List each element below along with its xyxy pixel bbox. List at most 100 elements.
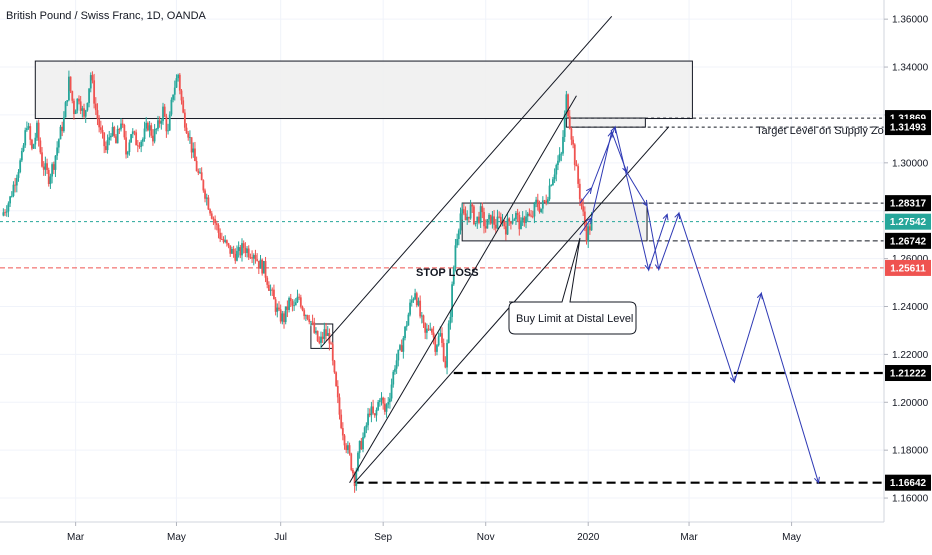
candle-body bbox=[559, 154, 561, 161]
candle-body bbox=[207, 197, 209, 209]
candle-body bbox=[439, 333, 441, 336]
time-axis[interactable]: Mar May Jul Sep Nov 2020 Mar May bbox=[0, 522, 884, 543]
candle-body bbox=[256, 259, 258, 261]
candle-body bbox=[192, 149, 194, 153]
candle-body bbox=[130, 134, 132, 142]
candle-body bbox=[244, 248, 246, 253]
candle-body bbox=[396, 360, 398, 368]
candle-body bbox=[204, 190, 206, 198]
candle-body bbox=[199, 172, 201, 173]
candle-body bbox=[517, 213, 519, 215]
candle-body bbox=[547, 199, 549, 203]
candle-body bbox=[214, 219, 216, 223]
candle-body bbox=[4, 212, 6, 213]
candle-body bbox=[493, 216, 495, 224]
candle-body bbox=[108, 137, 110, 140]
candle-body bbox=[577, 166, 579, 184]
candle-body bbox=[397, 350, 399, 361]
candle-body bbox=[537, 200, 539, 207]
candle-body bbox=[470, 204, 472, 218]
candle-body bbox=[369, 414, 371, 416]
candle-body bbox=[278, 308, 280, 310]
x-tick-label: Mar bbox=[680, 532, 698, 543]
candle-body bbox=[374, 413, 376, 415]
candle-body bbox=[68, 77, 70, 101]
candle-body bbox=[147, 123, 149, 131]
candle-body bbox=[135, 132, 137, 145]
candle-body bbox=[503, 220, 505, 226]
candle-body bbox=[172, 95, 174, 100]
candle-body bbox=[162, 107, 164, 121]
candle-body bbox=[310, 322, 312, 323]
candle-body bbox=[297, 297, 299, 302]
candle-body bbox=[512, 221, 514, 224]
candle-body bbox=[155, 129, 157, 130]
candle-body bbox=[350, 454, 352, 470]
candle-body bbox=[413, 299, 415, 300]
candle-body bbox=[404, 327, 406, 338]
x-tick-label: Sep bbox=[374, 532, 392, 543]
candle-body bbox=[567, 94, 569, 116]
candle-body bbox=[510, 222, 512, 224]
candle-body bbox=[266, 278, 268, 285]
x-tick-label: 2020 bbox=[577, 532, 600, 543]
target-label: Target Level on Supply Zone bbox=[756, 125, 896, 137]
candle-body bbox=[424, 323, 426, 333]
candle-body bbox=[483, 212, 485, 226]
candle-body bbox=[86, 103, 88, 110]
candle-body bbox=[386, 405, 388, 412]
y-tick-label: 1.16000 bbox=[892, 494, 929, 505]
candle-body bbox=[441, 333, 443, 343]
candle-body bbox=[38, 123, 40, 141]
candle-body bbox=[93, 80, 95, 103]
candle-body bbox=[251, 257, 253, 258]
candle-body bbox=[411, 300, 413, 302]
candle-body bbox=[539, 207, 541, 212]
candle-body bbox=[448, 323, 450, 343]
candle-body bbox=[460, 213, 462, 230]
horizontal-levels bbox=[0, 118, 884, 483]
candle-body bbox=[189, 137, 191, 138]
candle-body bbox=[475, 223, 477, 225]
candle-body bbox=[159, 120, 161, 123]
candle-body bbox=[518, 215, 520, 229]
candle-body bbox=[97, 110, 99, 119]
candle-body bbox=[300, 297, 302, 306]
candle-body bbox=[434, 337, 436, 351]
candle-body bbox=[194, 149, 196, 161]
candle-body bbox=[28, 126, 30, 128]
candle-body bbox=[103, 133, 105, 146]
candle-body bbox=[78, 99, 80, 102]
candle-body bbox=[228, 243, 230, 245]
candle-body bbox=[11, 196, 13, 197]
candle-body bbox=[13, 185, 15, 196]
candle-body bbox=[223, 239, 225, 242]
candle-body bbox=[423, 315, 425, 322]
candle-body bbox=[582, 206, 584, 211]
candle-body bbox=[313, 322, 315, 332]
candle-body bbox=[226, 240, 228, 243]
candle-body bbox=[177, 75, 179, 78]
candle-body bbox=[196, 161, 198, 171]
candle-body bbox=[285, 306, 287, 322]
candle-body bbox=[273, 290, 275, 300]
candle-body bbox=[523, 218, 525, 223]
candle-body bbox=[117, 129, 119, 143]
candle-body bbox=[115, 136, 117, 143]
candle-body bbox=[181, 91, 183, 101]
candle-body bbox=[142, 139, 144, 142]
candle-body bbox=[394, 369, 396, 372]
candle-body bbox=[98, 119, 100, 128]
candle-body bbox=[384, 404, 386, 412]
candle-body bbox=[171, 100, 173, 115]
candle-body bbox=[586, 225, 588, 241]
candle-body bbox=[418, 301, 420, 306]
y-tick-label: 1.22000 bbox=[892, 350, 929, 361]
candle-body bbox=[179, 75, 181, 91]
chart-title: British Pound / Swiss Franc, 1D, OANDA bbox=[6, 10, 207, 22]
candle-body bbox=[167, 130, 169, 131]
candle-body bbox=[92, 75, 94, 80]
candle-body bbox=[260, 260, 262, 269]
